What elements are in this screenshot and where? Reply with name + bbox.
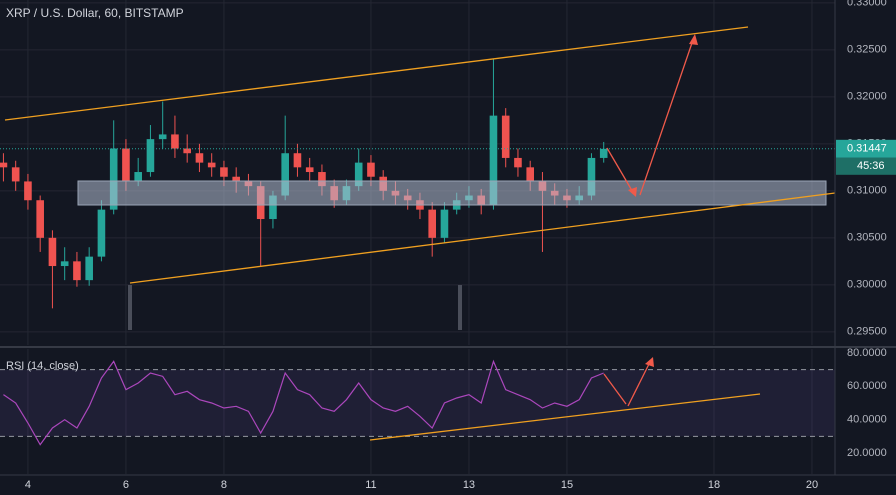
axes: 46811131518200.330000.325000.320000.3150… bbox=[25, 0, 896, 491]
x-tick-label: 11 bbox=[365, 479, 376, 491]
arrow bbox=[606, 147, 635, 195]
rsi-title: RSI (14, close) bbox=[6, 360, 79, 372]
countdown-box bbox=[836, 157, 896, 175]
candle-body bbox=[354, 162, 363, 187]
candle-body bbox=[60, 261, 69, 267]
y-tick-label: 0.32500 bbox=[847, 44, 887, 56]
candle-body bbox=[599, 148, 608, 158]
x-tick-label: 4 bbox=[25, 479, 31, 491]
x-tick-label: 20 bbox=[806, 479, 818, 491]
rsi-band bbox=[0, 369, 835, 437]
candle-body bbox=[489, 115, 498, 205]
y-tick-label: 0.30000 bbox=[847, 279, 887, 291]
candle-body bbox=[183, 148, 191, 154]
candle-body bbox=[587, 157, 596, 196]
candle-body bbox=[428, 209, 436, 238]
candle-body bbox=[305, 167, 314, 173]
candle-body bbox=[97, 209, 106, 257]
arrow bbox=[627, 361, 651, 407]
upper-trend-line bbox=[4, 26, 749, 121]
rsi-tick-label: 60.0000 bbox=[847, 380, 887, 392]
candle-body bbox=[85, 256, 93, 281]
drawings bbox=[4, 26, 836, 441]
candle-body bbox=[293, 153, 302, 168]
y-tick-label: 0.30500 bbox=[847, 232, 887, 244]
candle-body bbox=[73, 261, 81, 281]
y-tick-label: 0.33000 bbox=[847, 0, 887, 9]
candle-body bbox=[11, 167, 20, 182]
candle-body bbox=[122, 148, 130, 182]
separator bbox=[128, 285, 132, 330]
x-tick-label: 15 bbox=[561, 479, 573, 491]
rsi-tick-label: 20.0000 bbox=[847, 447, 887, 459]
arrow-head bbox=[645, 357, 654, 367]
candle-body bbox=[514, 157, 522, 168]
candle-body bbox=[24, 181, 32, 201]
rsi-tick-label: 80.0000 bbox=[847, 347, 887, 359]
candle-body bbox=[318, 172, 326, 187]
candle-body bbox=[207, 162, 216, 168]
candle-body bbox=[367, 162, 375, 177]
candle-body bbox=[109, 148, 118, 210]
grid bbox=[0, 0, 835, 474]
candle-body bbox=[281, 153, 289, 196]
marks bbox=[0, 59, 835, 446]
rsi-tick-label: 40.0000 bbox=[847, 414, 887, 426]
last-price-label: 0.31447 bbox=[847, 143, 887, 155]
rsi-line bbox=[3, 359, 604, 446]
last-price-box bbox=[836, 139, 896, 158]
candle-body bbox=[220, 167, 228, 177]
candle-body bbox=[158, 134, 167, 140]
chart-title: XRP / U.S. Dollar, 60, BITSTAMP bbox=[6, 6, 184, 20]
x-tick-label: 13 bbox=[463, 479, 475, 491]
x-tick-label: 18 bbox=[708, 479, 720, 491]
candle-body bbox=[526, 167, 535, 182]
arrow bbox=[603, 373, 627, 405]
candle-body bbox=[36, 200, 44, 238]
arrow-head bbox=[628, 187, 637, 197]
candle-body bbox=[501, 115, 510, 158]
arrow bbox=[639, 39, 694, 196]
candle-body bbox=[134, 172, 142, 182]
candle-body bbox=[440, 209, 449, 238]
x-tick-label: 8 bbox=[221, 479, 227, 491]
countdown-label: 45:36 bbox=[857, 160, 885, 172]
y-tick-label: 0.32000 bbox=[847, 91, 887, 103]
candle-body bbox=[195, 153, 204, 163]
separator bbox=[458, 285, 462, 330]
arrow-head bbox=[689, 34, 698, 45]
rsi-trend-line bbox=[369, 393, 761, 441]
x-tick-label: 6 bbox=[123, 479, 129, 491]
candle-body bbox=[146, 139, 155, 173]
candle-body bbox=[269, 195, 277, 220]
y-tick-label: 0.29500 bbox=[847, 326, 887, 338]
candle-body bbox=[48, 237, 57, 267]
lower-trend-line bbox=[129, 192, 836, 284]
candle-body bbox=[0, 162, 8, 168]
support-zone bbox=[77, 180, 827, 206]
candle-body bbox=[171, 134, 179, 149]
y-tick-label: 0.31000 bbox=[847, 185, 887, 197]
candle-body bbox=[232, 176, 240, 182]
